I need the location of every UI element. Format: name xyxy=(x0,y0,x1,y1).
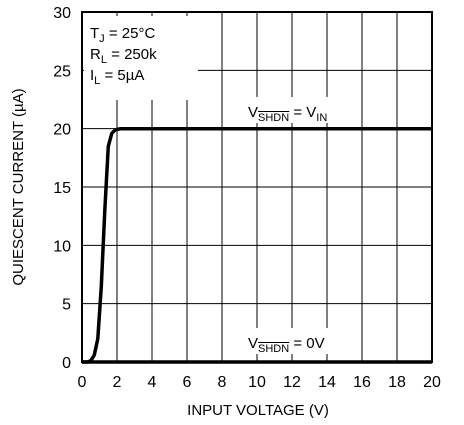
curve-label-background xyxy=(245,97,331,123)
condition-line: TJ = 25°C xyxy=(90,25,155,45)
x-tick-label: 18 xyxy=(388,374,406,391)
y-tick-label: 20 xyxy=(53,122,71,139)
series-line-1 xyxy=(82,126,432,364)
curve-labels: VSHDN = VIN VSHDN = 0V xyxy=(245,97,331,355)
x-tick-label: 14 xyxy=(318,374,336,391)
conditions-box-background xyxy=(84,16,198,100)
x-tick-label: 12 xyxy=(283,374,301,391)
x-tick-label: 4 xyxy=(148,374,157,391)
x-tick-label: 10 xyxy=(248,374,266,391)
tick-labels: 0 2 4 6 8 10 12 14 16 18 20 0 5 10 15 20 25 30 xyxy=(53,5,441,391)
x-tick-label: 8 xyxy=(218,374,227,391)
y-tick-label: 5 xyxy=(62,297,71,314)
plot-frame xyxy=(81,11,433,363)
x-tick-label: 0 xyxy=(78,374,87,391)
curve-label-background xyxy=(245,328,328,354)
y-axis-title: QUIESCENT CURRENT (µA) xyxy=(10,88,27,285)
y-tick-label: 15 xyxy=(53,180,71,197)
y-tick-label: 0 xyxy=(62,355,71,372)
condition-line: RL = 250k xyxy=(90,46,157,66)
x-axis-title: INPUT VOLTAGE (V) xyxy=(187,402,329,419)
curve-label-1: VSHDN = VIN xyxy=(248,104,327,124)
condition-line: IL = 5µA xyxy=(90,67,144,87)
x-tick-label: 6 xyxy=(183,374,192,391)
curve-label-2: VSHDN = 0V xyxy=(248,335,325,355)
x-tick-label: 2 xyxy=(113,374,122,391)
x-tick-label: 16 xyxy=(353,374,371,391)
y-tick-label: 25 xyxy=(53,63,71,80)
y-tick-label: 10 xyxy=(53,238,71,255)
x-tick-label: 20 xyxy=(423,374,441,391)
y-tick-label: 30 xyxy=(53,5,71,22)
